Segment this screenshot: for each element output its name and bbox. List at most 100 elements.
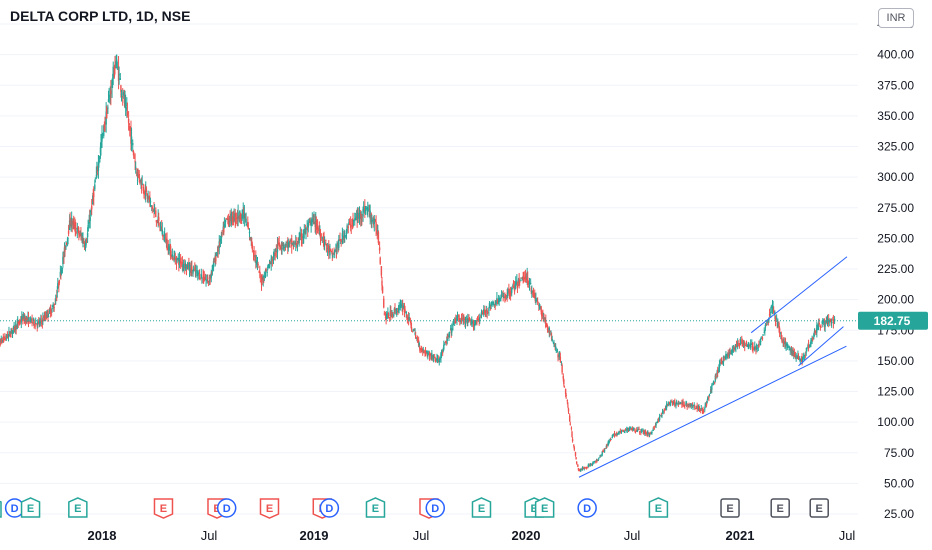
candle <box>512 280 515 289</box>
candle <box>263 271 266 282</box>
x-tick-label: Jul <box>624 528 641 543</box>
candle <box>205 274 207 287</box>
candle <box>604 447 606 450</box>
candle <box>285 241 287 248</box>
candle <box>374 218 377 223</box>
candle <box>153 202 155 218</box>
trendlines[interactable] <box>578 256 848 478</box>
candle <box>377 230 380 246</box>
candle <box>188 262 191 278</box>
candle <box>787 343 789 349</box>
candle <box>213 257 215 263</box>
candle <box>451 323 453 336</box>
candle <box>361 213 363 226</box>
candle <box>29 316 32 323</box>
candle <box>71 218 73 233</box>
candle <box>653 425 656 430</box>
currency-button[interactable]: INR <box>878 8 914 28</box>
candle <box>221 229 223 237</box>
candle <box>729 347 731 355</box>
candle <box>297 237 299 245</box>
candle <box>311 212 313 227</box>
event-label: D <box>583 503 591 515</box>
candle <box>364 199 366 218</box>
candle <box>633 427 635 431</box>
candle <box>606 443 608 449</box>
candle <box>519 280 521 286</box>
candle <box>65 241 67 250</box>
candle <box>561 363 563 375</box>
candle <box>67 224 70 237</box>
x-tick-label: Jul <box>413 528 430 543</box>
candle <box>127 111 130 131</box>
candle <box>665 401 668 411</box>
candle <box>387 312 390 319</box>
candle <box>822 318 825 325</box>
candle <box>35 323 37 325</box>
candle <box>224 219 227 228</box>
candle <box>367 201 369 218</box>
candle <box>100 133 102 156</box>
candle <box>333 249 336 259</box>
time-axis[interactable]: 2018 Jul 2019 Jul 2020 Jul 2021 Jul <box>88 528 856 543</box>
candle <box>469 318 472 326</box>
candle <box>21 311 23 321</box>
candle <box>33 319 35 329</box>
candle <box>574 451 577 457</box>
candle <box>529 278 532 285</box>
chart-title: DELTA CORP LTD, 1D, NSE <box>10 8 191 24</box>
candle <box>2 336 4 343</box>
candle <box>342 229 344 244</box>
earnings-marker: E <box>259 498 280 519</box>
y-tick-label: 150.00 <box>877 354 914 368</box>
candle <box>704 406 706 413</box>
candle <box>277 237 279 249</box>
candle <box>28 317 30 322</box>
candle <box>56 286 58 298</box>
candle <box>316 219 319 234</box>
candle <box>770 304 773 314</box>
candle <box>575 456 577 460</box>
candle <box>630 427 633 431</box>
candle <box>464 316 467 329</box>
candle <box>723 355 725 361</box>
candle <box>602 449 604 453</box>
candle <box>557 352 559 362</box>
candle <box>195 264 197 278</box>
candle <box>357 206 359 224</box>
candle <box>744 341 746 352</box>
candle <box>78 227 80 241</box>
candle <box>708 393 711 397</box>
candle <box>686 403 688 410</box>
candle <box>816 321 818 338</box>
candle <box>614 433 616 437</box>
candle <box>541 309 543 322</box>
candle <box>80 226 82 241</box>
candle <box>491 301 493 306</box>
candle <box>352 219 355 227</box>
candle <box>55 294 57 305</box>
candle <box>488 301 491 309</box>
x-tick-label: 2019 <box>300 528 329 543</box>
candle <box>739 336 742 346</box>
candle <box>410 320 412 329</box>
candle <box>58 279 61 286</box>
candle <box>260 274 263 291</box>
candle <box>180 257 182 268</box>
candle <box>828 318 830 327</box>
candle <box>820 324 822 328</box>
candle <box>532 287 535 298</box>
candle <box>559 351 561 358</box>
event-label: E <box>27 503 34 515</box>
candle <box>67 237 69 245</box>
candle <box>596 459 598 463</box>
candle <box>504 294 507 302</box>
candle <box>471 316 473 327</box>
candle <box>130 127 133 152</box>
candle <box>455 314 457 323</box>
price-axis[interactable]: 25.0050.0075.00100.00125.00150.00175.002… <box>877 17 914 521</box>
candle <box>276 236 279 260</box>
candle <box>830 318 833 328</box>
candle <box>117 55 120 90</box>
